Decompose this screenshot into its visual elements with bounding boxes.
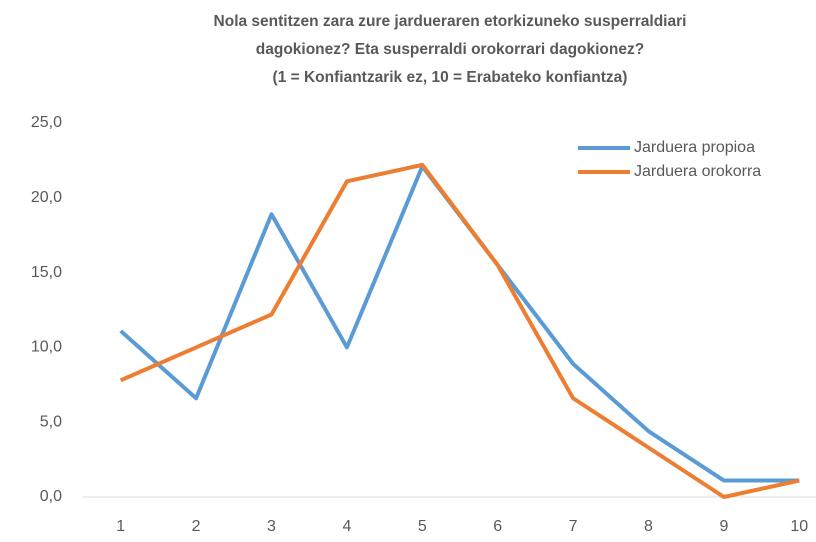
chart-title: dagokionez? Eta susperraldi orokorrari d… bbox=[256, 41, 644, 58]
y-tick-label: 25,0 bbox=[31, 114, 62, 131]
x-tick-label: 5 bbox=[418, 518, 427, 535]
x-tick-label: 10 bbox=[790, 518, 808, 535]
chart-title: Nola sentitzen zara zure jardueraren eto… bbox=[214, 13, 687, 30]
legend-label: Jarduera propioa bbox=[634, 139, 755, 156]
series-line bbox=[119, 162, 800, 499]
y-tick-label: 15,0 bbox=[31, 264, 62, 281]
y-tick-label: 10,0 bbox=[31, 339, 62, 356]
chart-title: (1 = Konfiantzarik ez, 10 = Erabateko ko… bbox=[273, 69, 628, 86]
x-tick-label: 8 bbox=[644, 518, 653, 535]
x-tick-label: 3 bbox=[267, 518, 276, 535]
x-tick-label: 4 bbox=[342, 518, 351, 535]
x-tick-label: 1 bbox=[116, 518, 125, 535]
y-tick-label: 20,0 bbox=[31, 189, 62, 206]
y-tick-label: 5,0 bbox=[40, 413, 62, 430]
x-tick-label: 6 bbox=[493, 518, 502, 535]
y-tick-label: 0,0 bbox=[40, 488, 62, 505]
x-tick-label: 7 bbox=[569, 518, 578, 535]
x-tick-label: 2 bbox=[192, 518, 201, 535]
legend-label: Jarduera orokorra bbox=[634, 163, 761, 180]
x-tick-label: 9 bbox=[719, 518, 728, 535]
